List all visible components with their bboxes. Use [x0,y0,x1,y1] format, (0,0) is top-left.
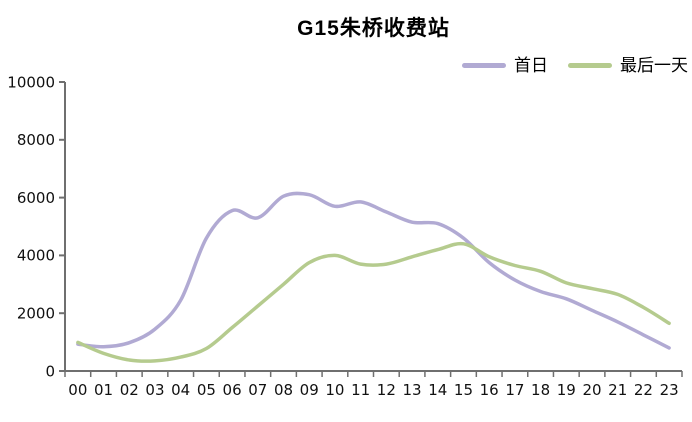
x-tick-label: 15 [454,381,473,399]
x-tick-label: 13 [403,381,422,399]
x-tick-label: 20 [582,381,601,399]
y-tick-label: 4000 [17,247,55,265]
legend-item-last-day: 最后一天 [568,57,688,74]
y-tick-label: 0 [45,362,55,380]
x-tick-label: 21 [608,381,627,399]
series-line-0 [76,191,671,350]
x-tick-label: 19 [557,381,576,399]
x-tick-label: 18 [531,381,550,399]
chart-title: G15朱桥收费站 [297,17,450,40]
x-tick-label: 00 [68,381,87,399]
y-tick-label: 8000 [17,131,55,149]
x-tick-label: 03 [145,381,164,399]
x-tick-label: 17 [505,381,524,399]
y-tick-label: 6000 [17,189,55,207]
chart-legend: 首日 最后一天 [462,57,688,74]
x-tick-label: 01 [94,381,113,399]
x-tick-label: 07 [248,381,267,399]
x-tick-label: 06 [223,381,242,399]
legend-label: 最后一天 [620,56,688,75]
y-tick-label: 10000 [7,73,55,91]
series-line-1 [76,241,671,363]
x-tick-label: 10 [325,381,344,399]
x-tick-label: 04 [171,381,190,399]
x-tick-label: 12 [377,381,396,399]
x-tick-label: 05 [197,381,216,399]
x-tick-label: 23 [660,381,679,399]
x-tick-label: 16 [480,381,499,399]
x-tick-label: 14 [428,381,447,399]
legend-label: 首日 [514,56,548,75]
y-tick-label: 2000 [17,304,55,322]
legend-line-swatch [462,63,506,68]
x-tick-label: 11 [351,381,370,399]
x-tick-label: 08 [274,381,293,399]
legend-line-swatch [568,63,612,68]
x-tick-label: 22 [634,381,653,399]
x-tick-label: 09 [300,381,319,399]
x-tick-label: 02 [120,381,139,399]
legend-item-first-day: 首日 [462,57,548,74]
